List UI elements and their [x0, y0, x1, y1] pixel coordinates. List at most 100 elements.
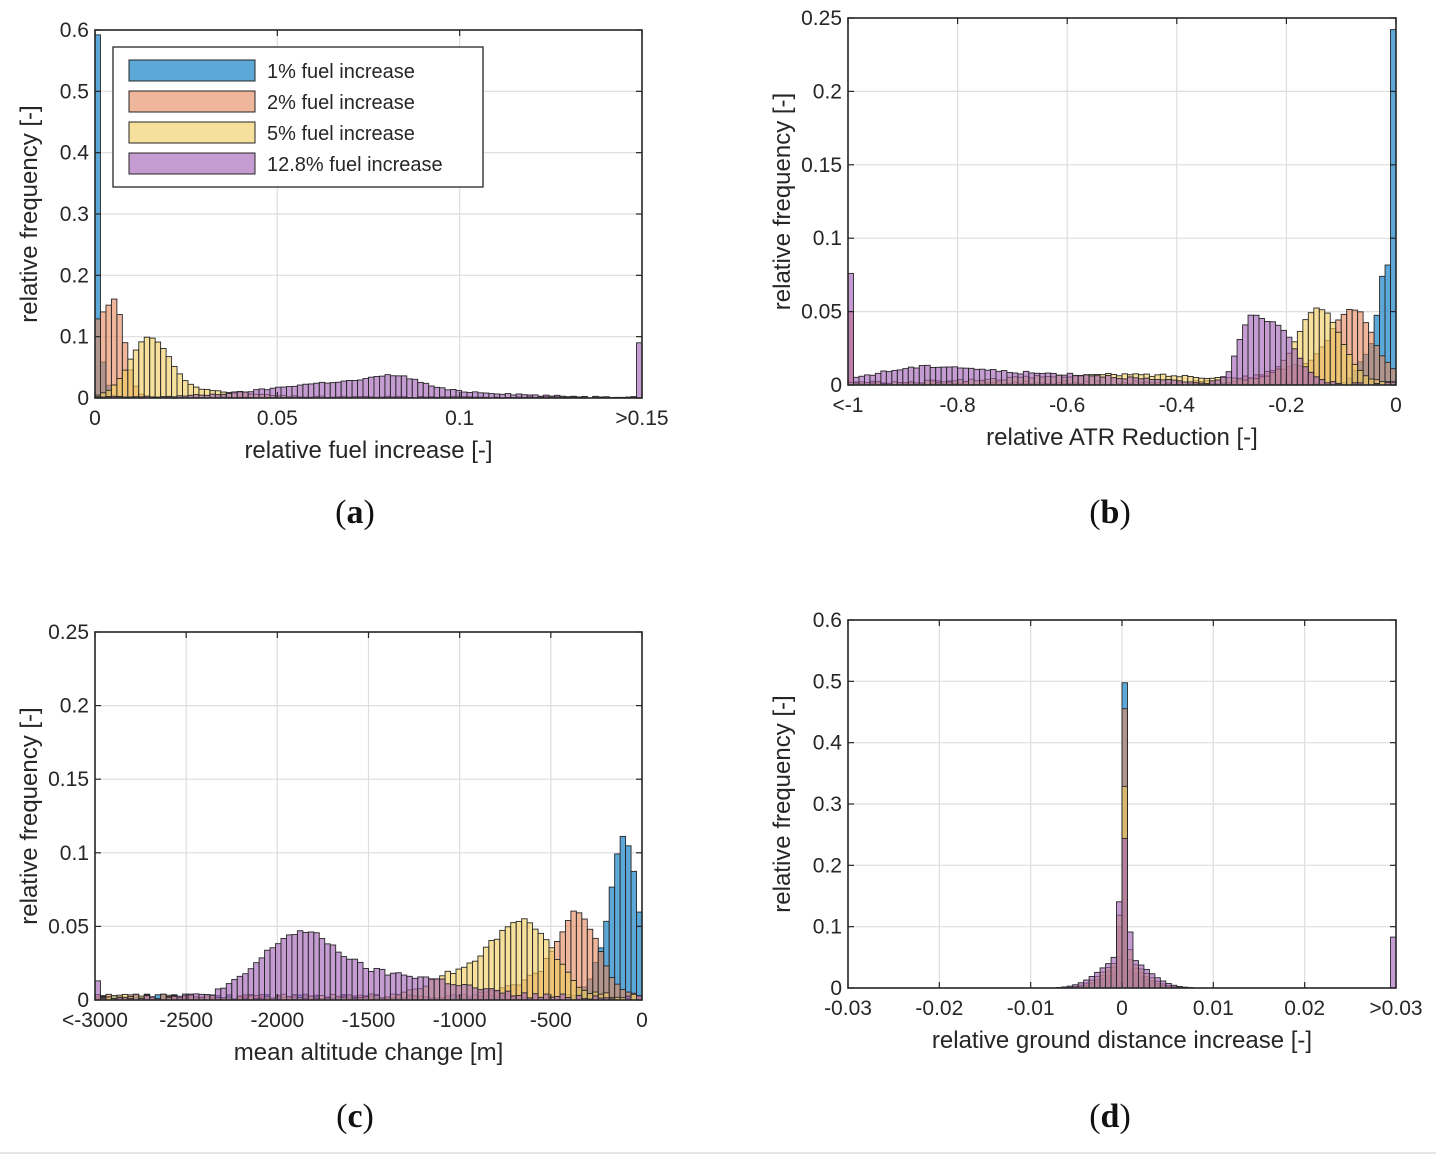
- histogram-bar: [1000, 370, 1008, 386]
- histogram-bar: [439, 978, 446, 1001]
- histogram-bar: [907, 366, 915, 386]
- x-tick-label: -2000: [250, 1009, 304, 1032]
- histogram-bar: [296, 384, 304, 399]
- histogram-bar: [231, 979, 238, 1001]
- histogram-bar: [247, 391, 255, 399]
- histogram-bar: [1083, 374, 1090, 386]
- x-tick-label: 0.1: [445, 407, 474, 430]
- histogram-bar: [619, 835, 627, 1001]
- histogram-bar: [406, 378, 413, 399]
- histogram-bar: [176, 373, 183, 399]
- histogram-bar: [1335, 331, 1342, 386]
- histogram-bar: [329, 944, 337, 1001]
- histogram-bar: [351, 380, 359, 399]
- histogram-bar: [165, 356, 173, 399]
- histogram-bar: [378, 968, 386, 1001]
- histogram-bar: [247, 968, 255, 1001]
- histogram-bar: [521, 992, 528, 1001]
- histogram-bar: [515, 920, 523, 1001]
- histogram-bar: [444, 983, 451, 1001]
- histogram-bar: [433, 978, 441, 1001]
- histogram-bar: [543, 939, 550, 1001]
- histogram-bar: [1143, 968, 1150, 989]
- y-tick-label: 0.5: [60, 80, 89, 103]
- histogram-bar: [902, 368, 909, 386]
- histogram-bar: [253, 389, 260, 399]
- histogram-bar: [636, 342, 643, 399]
- histogram-bar: [1231, 355, 1238, 386]
- histogram-bar: [225, 983, 233, 1001]
- histogram-bar: [471, 391, 479, 399]
- histogram-bar: [946, 366, 953, 386]
- y-tick-label: 0.2: [60, 264, 89, 287]
- histogram-bar: [1011, 372, 1019, 386]
- legend-swatch: [128, 152, 256, 175]
- histogram-bar: [1137, 378, 1145, 386]
- histogram-bar: [450, 389, 457, 399]
- histogram-bar: [597, 951, 605, 1001]
- histogram-bar: [368, 376, 375, 399]
- x-axis-label: relative fuel increase [-]: [244, 437, 492, 464]
- histogram-bar: [236, 391, 244, 399]
- histogram-bar: [847, 272, 854, 386]
- histogram-bar: [160, 348, 167, 399]
- histogram-bar: [1116, 378, 1123, 386]
- histogram-bar: [368, 971, 375, 1001]
- y-tick-label: 0.25: [801, 7, 842, 30]
- histogram-bar: [935, 366, 942, 386]
- histogram-bar: [466, 392, 473, 399]
- histogram-bar: [630, 870, 637, 1001]
- histogram-bar: [220, 987, 227, 1001]
- histogram-bar: [340, 956, 348, 1001]
- histogram-bar: [116, 378, 123, 399]
- histogram-bar: [231, 391, 238, 399]
- histogram-bar: [979, 368, 986, 386]
- histogram-bar: [1127, 931, 1134, 989]
- histogram-bar: [1346, 354, 1353, 386]
- histogram-bar: [874, 372, 882, 386]
- histogram-bar: [335, 381, 342, 399]
- histogram-bar: [324, 943, 331, 1001]
- histogram-bar: [105, 304, 112, 399]
- x-tick-label: -2500: [159, 1009, 213, 1032]
- histogram-bar: [302, 932, 309, 1001]
- y-tick-label: 0.2: [813, 854, 842, 877]
- histogram-bar: [253, 962, 260, 1001]
- histogram-bar: [307, 931, 315, 1001]
- y-axis-label: relative frequency [-]: [769, 93, 796, 310]
- histogram-bar: [411, 378, 419, 399]
- histogram-bar: [143, 336, 151, 399]
- histogram-bar: [94, 980, 101, 1001]
- histogram-bar: [455, 985, 462, 1001]
- histogram-bar: [264, 389, 271, 399]
- histogram-bar: [357, 961, 364, 1001]
- histogram-bar: [1028, 372, 1035, 386]
- chart-panel-c: <-3000 -2500 -2000 -1500 -1000 -500 0 0 0.05 0.1 0…: [16, 621, 648, 1135]
- histogram-bar: [614, 853, 621, 1001]
- histogram-bar: [1313, 376, 1320, 386]
- histogram-bar: [995, 370, 1002, 386]
- histogram-bar: [1242, 324, 1249, 386]
- histogram-bar: [858, 375, 865, 386]
- histogram-bar: [406, 975, 413, 1001]
- x-tick-label: -0.6: [1049, 394, 1085, 417]
- histogram-bar: [1313, 307, 1320, 386]
- histogram-bar: [918, 365, 926, 386]
- histogram-bar: [1099, 376, 1107, 386]
- histogram-bar: [1280, 329, 1287, 386]
- histogram-bar: [193, 993, 200, 1001]
- histogram-bar: [1368, 331, 1375, 386]
- histogram-bar: [1116, 901, 1123, 989]
- histogram-bar: [1302, 366, 1309, 386]
- histogram-bar: [1285, 336, 1293, 386]
- y-tick-label: 0.2: [60, 695, 89, 718]
- histogram-bar: [1329, 321, 1337, 386]
- histogram-bar: [1307, 371, 1315, 386]
- histogram-bar: [863, 374, 871, 386]
- histogram-bar: [280, 386, 287, 399]
- histogram-bar: [880, 370, 887, 386]
- chart-panel-a: 0 0.05 0.1 >0.15 0 0.1 0.2 0.3 0.4 0.5 0.6 relative…: [16, 19, 669, 531]
- histogram-bar: [1148, 973, 1156, 989]
- series-s12: [94, 930, 643, 1001]
- histogram-bar: [1165, 378, 1172, 386]
